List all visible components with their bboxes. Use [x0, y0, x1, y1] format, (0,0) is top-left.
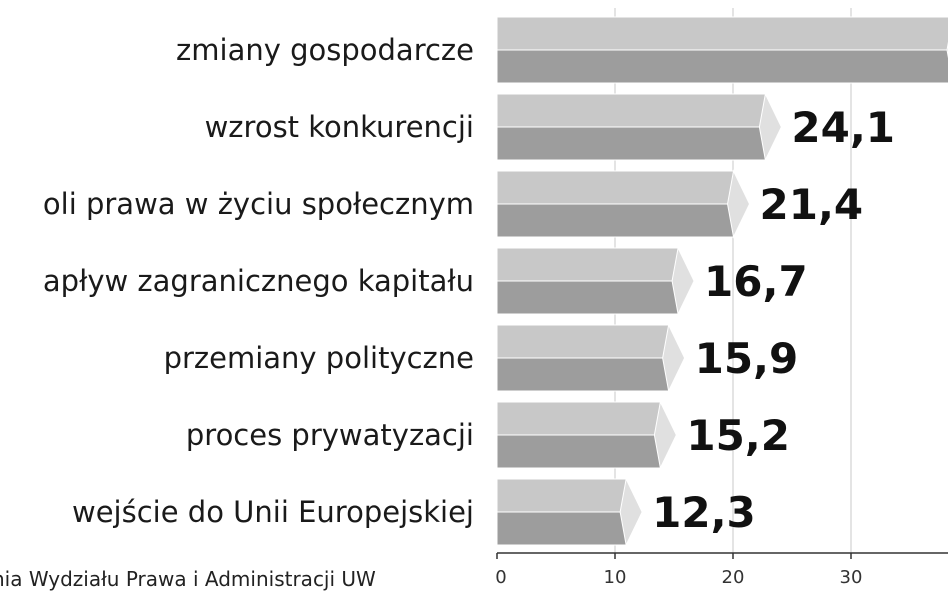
- bar-upper-face: [496, 170, 751, 205]
- category-label: proces prywatyzacji: [186, 418, 474, 452]
- bar-end-cap: [671, 246, 695, 316]
- bar-upper-face: [496, 478, 643, 513]
- bar: [496, 169, 751, 239]
- x-tick-label: 0: [495, 567, 506, 588]
- bar: [496, 92, 783, 162]
- bar-lower-face: [496, 434, 678, 469]
- bar: [496, 400, 678, 470]
- value-label: 15,9: [695, 334, 799, 383]
- bar-upper-face: [496, 401, 678, 436]
- bar-lower-face: [496, 357, 686, 392]
- bar: [496, 16, 948, 84]
- bar-lower-face: [496, 280, 695, 315]
- bar-end-cap: [619, 477, 643, 547]
- bar-end-cap: [662, 323, 686, 393]
- bar: [496, 323, 686, 393]
- bars: [496, 16, 948, 547]
- category-label: wejście do Unii Europejskiej: [72, 495, 474, 529]
- x-tick-label: 30: [840, 567, 863, 588]
- bar-end-cap: [727, 169, 751, 239]
- bar-lower-face: [496, 203, 751, 238]
- x-axis: 0 10 20 30: [495, 552, 948, 588]
- value-labels: 24,1 21,4 16,7 15,9 15,2 12,3: [652, 103, 895, 537]
- bar-end-cap: [758, 92, 782, 162]
- value-label: 16,7: [704, 257, 808, 306]
- category-label: przemiany polityczne: [164, 341, 474, 375]
- category-label: wzrost konkurencji: [205, 110, 474, 144]
- category-label: oli prawa w życiu społecznym: [43, 187, 474, 221]
- bar-upper-face: [496, 247, 695, 282]
- bar-lower-face: [496, 49, 948, 84]
- value-label: 24,1: [791, 103, 895, 152]
- bar-end-cap: [653, 400, 677, 470]
- value-label: 21,4: [760, 180, 864, 229]
- value-label: 12,3: [652, 488, 756, 537]
- x-tick-label: 10: [604, 567, 627, 588]
- bar-upper-face: [496, 93, 783, 128]
- bar-upper-face: [496, 16, 948, 51]
- source-note: nia Wydziału Prawa i Administracji UW: [0, 567, 376, 591]
- category-label: zmiany gospodarcze: [176, 33, 474, 67]
- bar: [496, 477, 643, 547]
- category-labels: zmiany gospodarcze wzrost konkurencji oli …: [43, 33, 474, 529]
- bar-upper-face: [496, 324, 686, 359]
- bar-lower-face: [496, 126, 783, 161]
- bar: [496, 246, 695, 316]
- bar-lower-face: [496, 511, 643, 546]
- category-label: apływ zagranicznego kapitału: [43, 264, 474, 298]
- value-label: 15,2: [686, 411, 790, 460]
- x-tick-label: 20: [722, 567, 745, 588]
